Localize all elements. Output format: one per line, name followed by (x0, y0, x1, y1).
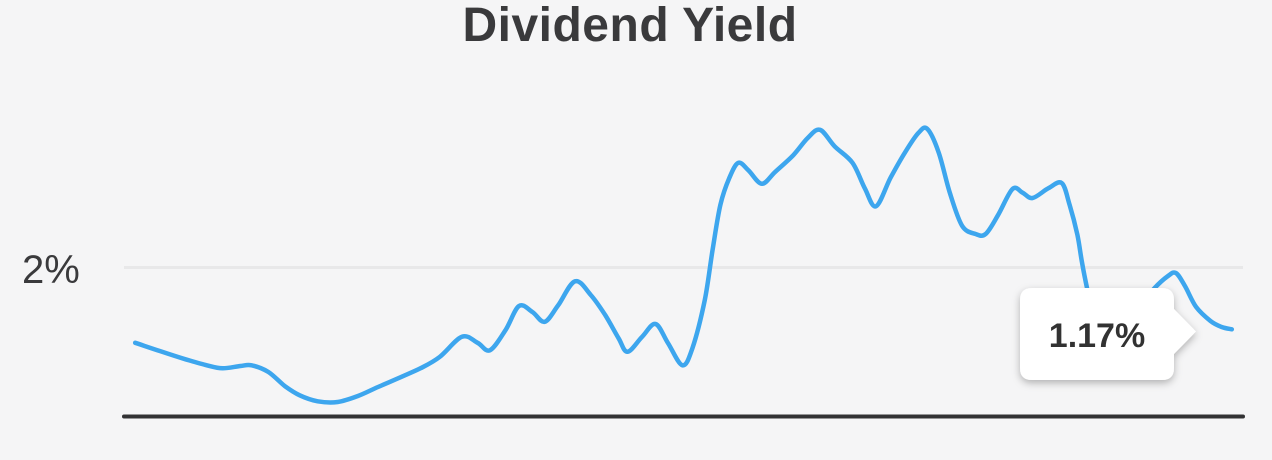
value-tooltip: 1.17% (1020, 288, 1196, 380)
y-axis-tick-label-2pct: 2% (22, 248, 80, 292)
chart-title: Dividend Yield (462, 0, 798, 52)
dividend-yield-line[interactable] (132, 125, 1235, 405)
tooltip-value: 1.17% (1049, 317, 1145, 355)
tooltip-bubble (1020, 288, 1196, 380)
